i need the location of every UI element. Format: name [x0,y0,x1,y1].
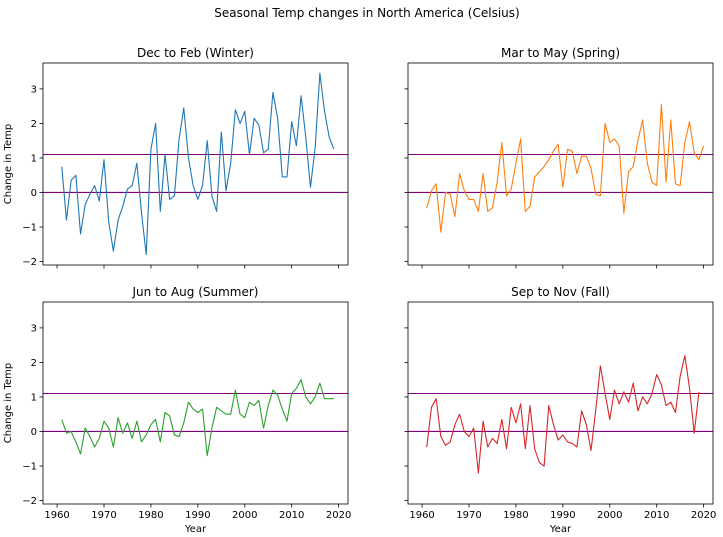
panel-title: Sep to Nov (Fall) [511,285,610,299]
x-tick-label: 1970 [91,510,116,521]
series-line [61,72,335,256]
x-tick-label: 1960 [44,510,69,521]
axes-frame [407,301,714,505]
panel-title: Mar to May (Spring) [501,46,620,60]
panel-jun-to-aug-summer: Jun to Aug (Summer) 1960 1970 1980 1990 2000 2… [3,285,351,535]
y-tick-label: 0 [31,427,37,438]
y-tick-label: 1 [31,153,37,164]
x-tick-label: 1980 [138,510,163,521]
y-tick-label: 2 [31,358,37,369]
series-line [61,379,334,457]
axes-frame [42,62,349,266]
y-tick-label: −1 [22,462,37,473]
panel-mar-to-may-spring: Mar to May (Spring) [404,46,714,269]
x-tick-label: 2000 [597,510,622,521]
y-tick-label: 0 [31,188,37,199]
y-tick-label: −2 [22,257,37,268]
y-tick-label: 1 [31,392,37,403]
series-line [426,354,700,474]
y-tick-label: −1 [22,223,37,234]
y-tick-label: 3 [31,84,37,95]
x-tick-label: 2020 [326,510,351,521]
x-axis-label: Year [549,524,572,535]
x-tick-label: 2010 [644,510,669,521]
x-tick-label: 2020 [691,510,716,521]
y-tick-label: 3 [31,323,37,334]
panel-title: Dec to Feb (Winter) [137,46,254,60]
figure-title: Seasonal Temp changes in North America (… [214,6,519,20]
x-tick-label: 1960 [409,510,434,521]
panel-title: Jun to Aug (Summer) [132,285,259,299]
y-axis-label: Change in Temp [3,124,14,204]
x-axis-label: Year [184,524,207,535]
series-line [426,103,705,233]
x-tick-label: 1970 [456,510,481,521]
y-tick-label: −2 [22,496,37,507]
axes-frame [407,62,714,266]
x-tick-label: 1990 [185,510,210,521]
subplots-grid: Dec to Feb (Winter) −2 −1 0 1 2 3 Change in Tem… [3,46,716,535]
x-tick-label: 1990 [550,510,575,521]
y-axis-label: Change in Temp [3,363,14,443]
panel-dec-to-feb-winter: Dec to Feb (Winter) −2 −1 0 1 2 3 Change in Tem… [3,46,349,269]
y-tick-label: 2 [31,119,37,130]
panel-sep-to-nov-fall: Sep to Nov (Fall) 1960 1970 1980 1990 2000 201… [404,285,716,535]
x-tick-label: 1980 [503,510,528,521]
x-tick-label: 2000 [232,510,257,521]
axes-frame [42,301,349,505]
x-tick-label: 2010 [279,510,304,521]
